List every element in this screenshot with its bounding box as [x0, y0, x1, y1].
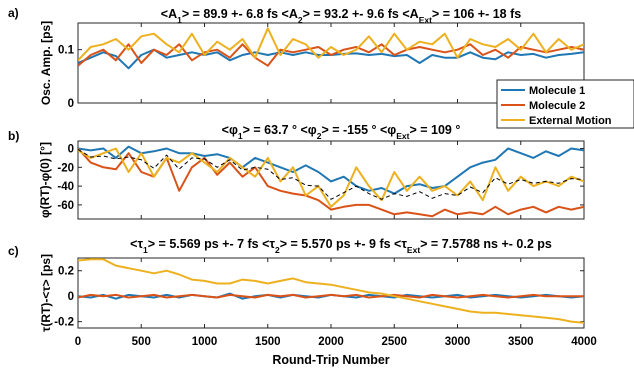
legend: Molecule 1 Molecule 2 External Motion — [496, 79, 634, 129]
x-tick-label: 3000 — [445, 336, 471, 348]
y-tick-label: 0.2 — [58, 266, 74, 278]
legend-label: Molecule 1 — [529, 85, 585, 97]
panel-title: <A1> = 89.9 +- 6.8 fs <A2> = 93.2 +- 9.6… — [161, 7, 522, 25]
panel-c: c) <τ1> = 5.569 ps +- 7 fs <τ2> = 5.570 p… — [8, 237, 597, 367]
title-subscript: Ext — [419, 15, 432, 25]
title-subscript: 2 — [275, 245, 280, 255]
title-part: > = 7.5788 ns +- 0.2 ps — [420, 237, 552, 251]
title-part: > = 93.2 +- 9.6 fs — [303, 7, 399, 21]
y-axis-label: τ(RT)-<τ> [ps] — [39, 254, 53, 332]
series-line-external-motion — [78, 27, 584, 61]
title-subscript: 1 — [177, 15, 182, 25]
series-line-molecule-2 — [78, 43, 584, 67]
panel-label: a) — [8, 6, 19, 20]
title-subscript: 1 — [143, 245, 148, 255]
axes-box — [77, 257, 585, 329]
x-tick-label: 1500 — [255, 336, 281, 348]
x-axis-label: Round-Trip Number — [272, 353, 389, 367]
title-part: <τ — [259, 237, 276, 251]
title-part: <φ — [222, 123, 238, 137]
title-part: > = 5.570 ps +- 9 fs — [280, 237, 391, 251]
y-tick-label: 0 — [68, 98, 74, 110]
y-tick-label: 0.1 — [58, 45, 75, 57]
title-part: > = 5.569 ps +- 7 fs — [148, 237, 259, 251]
x-tick-label: 0 — [75, 336, 81, 348]
x-tick-label: 500 — [132, 336, 151, 348]
title-part: <A — [399, 7, 419, 21]
title-part: <A — [278, 7, 298, 21]
panel-label: b) — [8, 129, 19, 143]
x-tick-label: 1000 — [192, 336, 218, 348]
x-tick-label: 3500 — [508, 336, 534, 348]
title-subscript: 2 — [317, 131, 322, 141]
title-part: <τ — [391, 237, 408, 251]
y-tick-label: -60 — [57, 200, 74, 212]
title-part: > = 89.9 +- 6.8 fs — [182, 7, 278, 21]
title-part: <φ — [377, 123, 397, 137]
y-axis-label: Osc. Amp. [ps] — [39, 21, 53, 105]
series-line-external-motion — [78, 147, 584, 208]
panel-title: <φ1> = 63.7 ° <φ2> = -155 ° <φExt> = 109… — [222, 123, 461, 141]
title-subscript: Ext — [407, 245, 420, 255]
series-line-external-motion — [78, 258, 584, 324]
series-line-molecule-1 — [78, 145, 584, 195]
series-line-molecule-1 — [78, 48, 584, 70]
title-part: > = 106 +- 18 fs — [432, 7, 521, 21]
title-subscript: 1 — [238, 131, 243, 141]
y-axis-label: φ(RT)-φ(0) [°] — [38, 142, 52, 218]
panel-a: a) <A1> = 89.9 +- 6.8 fs <A2> = 93.2 +- 9… — [8, 6, 585, 110]
title-part: <φ — [297, 123, 317, 137]
panel-title: <τ1> = 5.569 ps +- 7 fs <τ2> = 5.570 ps … — [130, 237, 552, 255]
series-line-dashed — [78, 149, 584, 200]
title-part: > = 63.7 ° — [243, 123, 297, 137]
panel-label: c) — [8, 244, 19, 258]
legend-label: External Motion — [529, 115, 612, 127]
title-subscript: Ext — [396, 131, 409, 141]
y-tick-label: -20 — [57, 162, 74, 174]
x-tick-label: 2500 — [381, 336, 407, 348]
legend-label: Molecule 2 — [529, 100, 585, 112]
series-line-molecule-2 — [78, 293, 584, 299]
title-part: <τ — [130, 237, 143, 251]
x-tick-label: 4000 — [571, 336, 597, 348]
title-part: > = 109 ° — [409, 123, 460, 137]
y-tick-label: 0 — [68, 291, 74, 303]
title-subscript: 2 — [298, 15, 303, 25]
x-tick-label: 2000 — [318, 336, 344, 348]
y-tick-label: -0.2 — [54, 317, 74, 329]
y-tick-label: -40 — [57, 181, 74, 193]
title-part: > = -155 ° — [321, 123, 376, 137]
y-tick-label: 0 — [68, 144, 74, 156]
panel-b: b) <φ1> = 63.7 ° <φ2> = -155 ° <φExt> = 1… — [8, 123, 585, 220]
title-part: <A — [161, 7, 177, 21]
